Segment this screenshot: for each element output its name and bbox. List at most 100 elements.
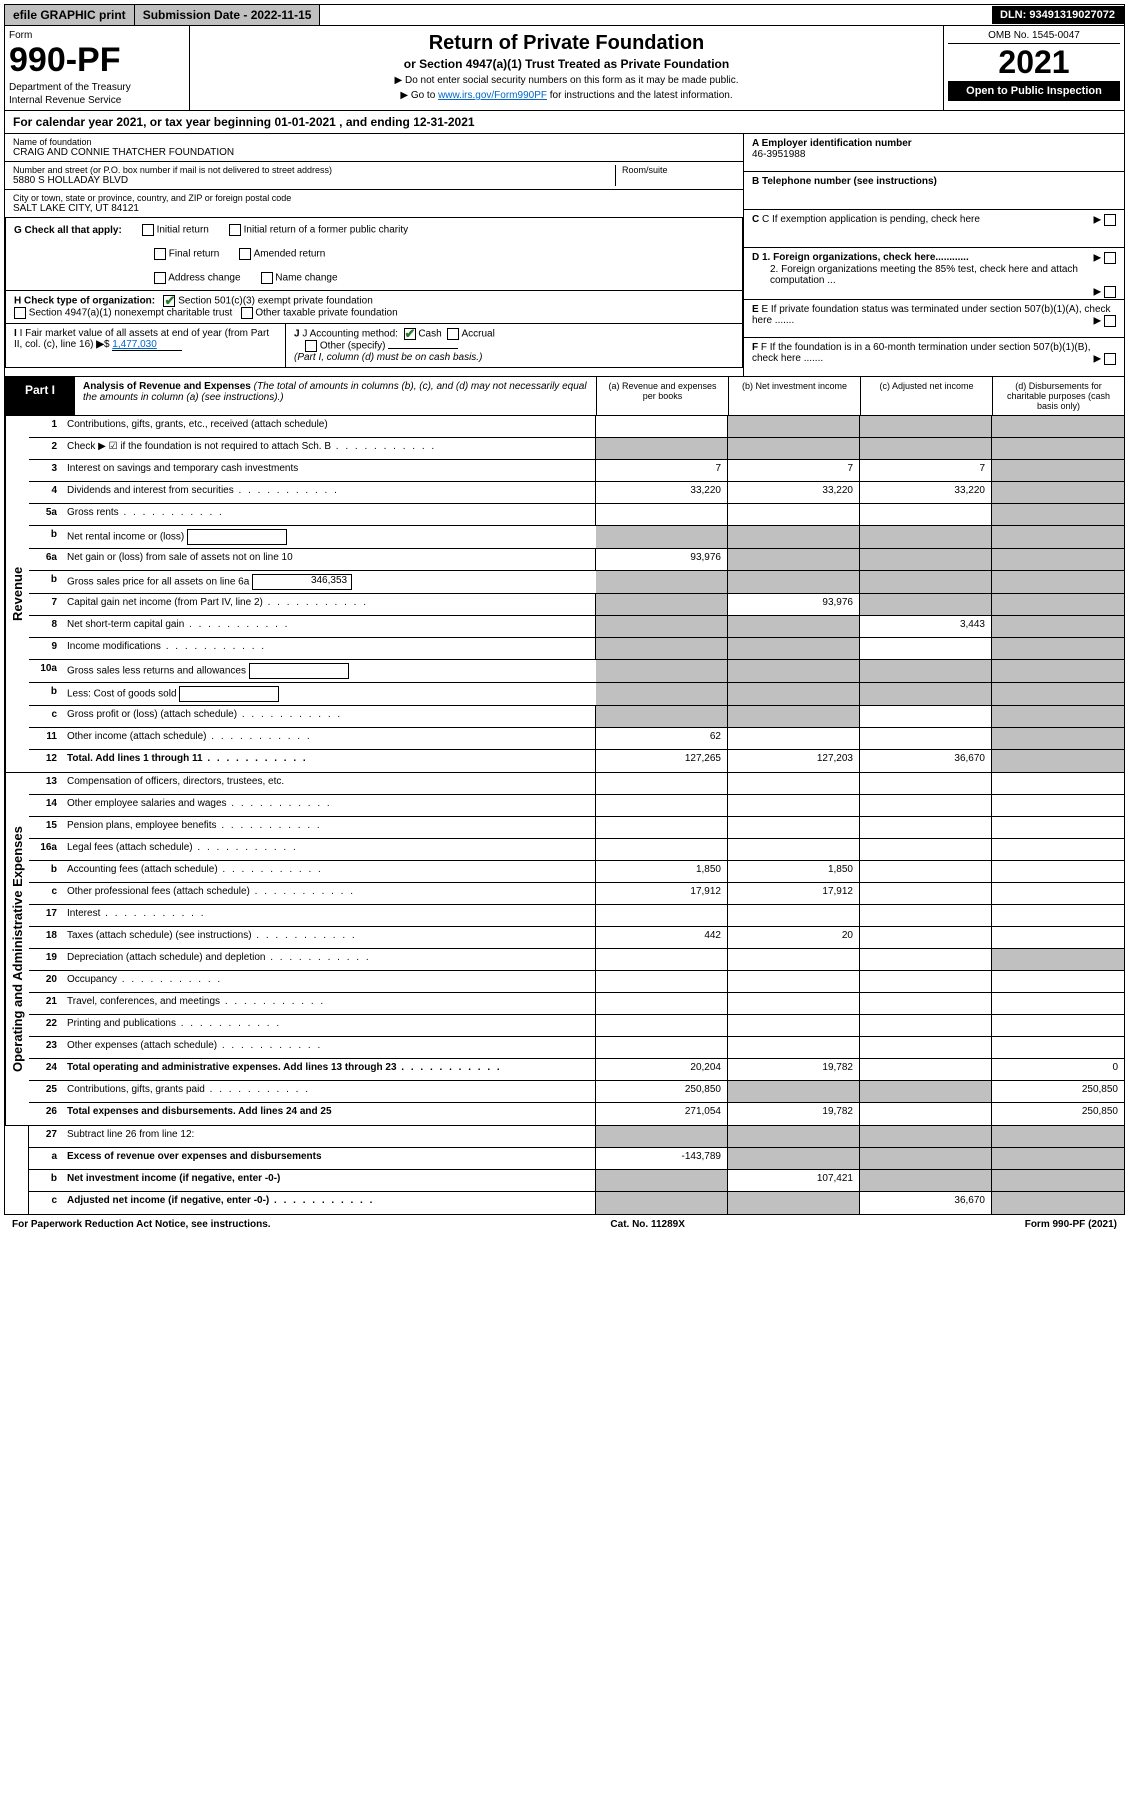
cal-mid: , and ending xyxy=(336,115,413,129)
table-row: 19Depreciation (attach schedule) and dep… xyxy=(29,949,1124,971)
table-row: 27Subtract line 26 from line 12: xyxy=(29,1126,1124,1148)
cell-value xyxy=(860,927,992,948)
checkbox-c[interactable] xyxy=(1104,214,1116,226)
cell-value xyxy=(860,993,992,1014)
row-number: 12 xyxy=(29,750,63,772)
table-row: 11Other income (attach schedule)62 xyxy=(29,728,1124,750)
form-subtitle: or Section 4947(a)(1) Trust Treated as P… xyxy=(196,57,937,71)
table-row: 20Occupancy xyxy=(29,971,1124,993)
h-label: H Check type of organization: xyxy=(14,296,155,307)
cell-value xyxy=(860,773,992,794)
opt-accrual: Accrual xyxy=(461,329,494,340)
cell-value xyxy=(992,927,1124,948)
note-ssn: ▶ Do not enter social security numbers o… xyxy=(196,75,937,86)
row-number: 2 xyxy=(29,438,63,459)
cell-value xyxy=(992,706,1124,727)
row-number: 17 xyxy=(29,905,63,926)
j-note: (Part I, column (d) must be on cash basi… xyxy=(294,352,482,363)
checkbox-other-taxable[interactable] xyxy=(241,307,253,319)
cell-value xyxy=(860,883,992,904)
row-description: Capital gain net income (from Part IV, l… xyxy=(63,594,596,615)
opt-name-change: Name change xyxy=(275,273,337,284)
cell-value: 33,220 xyxy=(860,482,992,503)
cell-value xyxy=(860,1037,992,1058)
row-number: 7 xyxy=(29,594,63,615)
row-number: 24 xyxy=(29,1059,63,1080)
checkbox-f[interactable] xyxy=(1104,353,1116,365)
section-ij: I I Fair market value of all assets at e… xyxy=(5,324,743,368)
cell-value xyxy=(992,1192,1124,1214)
cell-value: 36,670 xyxy=(860,1192,992,1214)
row-description: Adjusted net income (if negative, enter … xyxy=(63,1192,596,1214)
cell-value: 62 xyxy=(596,728,728,749)
row-description: Net gain or (loss) from sale of assets n… xyxy=(63,549,596,570)
cell-value xyxy=(860,706,992,727)
checkbox-initial[interactable] xyxy=(142,224,154,236)
cell-value xyxy=(860,795,992,816)
checkbox-accrual[interactable] xyxy=(447,328,459,340)
cell-value: 250,850 xyxy=(596,1081,728,1102)
irs-link[interactable]: www.irs.gov/Form990PF xyxy=(438,90,547,101)
ein-label: A Employer identification number xyxy=(752,138,912,149)
cell-value xyxy=(860,526,992,548)
cell-value xyxy=(992,594,1124,615)
cell-value xyxy=(860,905,992,926)
tel-cell: B Telephone number (see instructions) xyxy=(744,172,1124,210)
cell-value xyxy=(992,438,1124,459)
cal-begin: 01-01-2021 xyxy=(274,115,335,129)
cell-value xyxy=(860,683,992,705)
cell-value xyxy=(596,571,728,593)
checkbox-e[interactable] xyxy=(1104,315,1116,327)
row-number: 22 xyxy=(29,1015,63,1036)
checkbox-501c3[interactable] xyxy=(163,295,175,307)
note-pre: ▶ Go to xyxy=(400,90,438,101)
cell-value xyxy=(992,549,1124,570)
row-number: 1 xyxy=(29,416,63,437)
row-number: 23 xyxy=(29,1037,63,1058)
cell-value xyxy=(728,504,860,525)
cell-value xyxy=(992,971,1124,992)
cell-value xyxy=(860,817,992,838)
col-a-header: (a) Revenue and expenses per books xyxy=(596,377,728,415)
checkbox-other-method[interactable] xyxy=(305,340,317,352)
row-description: Legal fees (attach schedule) xyxy=(63,839,596,860)
row-number: 16a xyxy=(29,839,63,860)
checkbox-4947[interactable] xyxy=(14,307,26,319)
row-description: Gross rents xyxy=(63,504,596,525)
entity-right: A Employer identification number 46-3951… xyxy=(744,134,1124,376)
cell-value xyxy=(596,616,728,637)
cell-value xyxy=(860,1081,992,1102)
expenses-section: Operating and Administrative Expenses 13… xyxy=(4,773,1125,1126)
checkbox-addr-change[interactable] xyxy=(154,272,166,284)
checkbox-d2[interactable] xyxy=(1104,286,1116,298)
cell-value xyxy=(596,773,728,794)
efile-label[interactable]: efile GRAPHIC print xyxy=(5,5,135,25)
checkbox-initial-former[interactable] xyxy=(229,224,241,236)
checkbox-name-change[interactable] xyxy=(261,272,273,284)
room-label: Room/suite xyxy=(622,165,735,175)
row-description: Gross profit or (loss) (attach schedule) xyxy=(63,706,596,727)
cell-value xyxy=(860,1015,992,1036)
checkbox-cash[interactable] xyxy=(404,328,416,340)
cell-value xyxy=(728,1015,860,1036)
row-number: 15 xyxy=(29,817,63,838)
cell-value xyxy=(728,616,860,637)
fmv-value[interactable]: 1,477,030 xyxy=(112,339,182,351)
cell-value xyxy=(992,1126,1124,1147)
cell-value xyxy=(992,817,1124,838)
checkbox-d1[interactable] xyxy=(1104,252,1116,264)
cell-value xyxy=(596,504,728,525)
row-number: b xyxy=(29,861,63,882)
row-number: 4 xyxy=(29,482,63,503)
cell-value: 1,850 xyxy=(596,861,728,882)
cell-value: 127,203 xyxy=(728,750,860,772)
footer-mid: Cat. No. 11289X xyxy=(610,1219,684,1230)
dept-treasury: Department of the Treasury xyxy=(9,82,185,93)
checkbox-final[interactable] xyxy=(154,248,166,260)
checkbox-amended[interactable] xyxy=(239,248,251,260)
cell-value: 36,670 xyxy=(860,750,992,772)
cell-value xyxy=(596,839,728,860)
row-number: 19 xyxy=(29,949,63,970)
opt-addr-change: Address change xyxy=(168,273,240,284)
cell-value xyxy=(596,1015,728,1036)
